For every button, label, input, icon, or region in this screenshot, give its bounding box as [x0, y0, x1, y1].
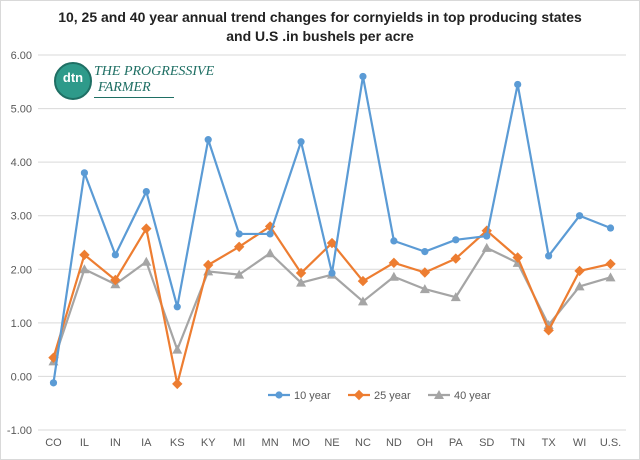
x-tick-label: MO	[292, 437, 310, 449]
data-point-10-year	[80, 169, 89, 177]
data-point-40-year	[357, 296, 368, 306]
y-tick-label: 4.00	[11, 157, 32, 169]
legend-label-25-year: 25 year	[374, 390, 411, 402]
x-tick-label: TX	[542, 437, 557, 449]
series-line-25-year	[52, 225, 611, 386]
data-point-25-year	[512, 252, 523, 263]
data-point-40-year	[234, 269, 245, 279]
x-tick-label: IL	[80, 437, 89, 449]
data-point-10-year	[483, 232, 491, 240]
data-point-10-year	[142, 188, 150, 196]
x-tick-label: IN	[110, 437, 121, 449]
x-tick-label: CO	[45, 437, 62, 449]
data-point-40-year	[79, 264, 90, 274]
data-point-40-year	[574, 281, 585, 291]
y-tick-label: 1.00	[11, 318, 32, 330]
data-point-25-year	[543, 325, 554, 336]
y-tick-label: 2.00	[11, 264, 32, 276]
dtn-progressive-farmer-logo: dtn THE PROGRESSIVE FARMER	[48, 58, 214, 102]
data-point-10-year	[514, 80, 522, 89]
data-point-25-year	[172, 378, 183, 390]
x-tick-label: KY	[201, 437, 216, 449]
data-point-40-year	[450, 292, 461, 302]
data-point-10-year	[297, 138, 305, 146]
data-point-25-year	[110, 274, 121, 286]
logo-line-2: FARMER	[98, 80, 151, 95]
series-line-10-year	[52, 75, 611, 384]
data-point-10-year	[235, 230, 243, 238]
legend-marker-10-year	[275, 391, 283, 399]
data-point-25-year	[326, 237, 338, 249]
y-tick-label: 6.00	[11, 50, 32, 62]
data-point-25-year	[574, 265, 585, 277]
data-point-40-year	[419, 284, 430, 294]
data-point-10-year	[421, 248, 429, 256]
data-point-40-year	[172, 344, 183, 354]
data-point-25-year	[388, 257, 400, 269]
x-tick-label: NC	[355, 437, 371, 449]
data-point-10-year	[575, 212, 584, 220]
chart-title-line-1: 10, 25 and 40 year annual trend changes …	[58, 9, 582, 25]
data-point-25-year	[233, 241, 245, 252]
legend-marker-40-year	[434, 390, 444, 399]
data-point-10-year	[49, 379, 58, 387]
legend-label-40-year: 40 year	[454, 390, 491, 402]
x-tick-label: IA	[141, 437, 152, 449]
data-point-10-year	[266, 230, 274, 238]
y-tick-label: 3.00	[11, 211, 32, 223]
chart-title-line-2: and U.S .in bushels per acre	[226, 28, 414, 44]
x-tick-label: NE	[324, 437, 339, 449]
x-tick-label: SD	[479, 437, 494, 449]
x-tick-label: ND	[386, 437, 402, 449]
x-tick-label: KS	[170, 437, 185, 449]
data-point-40-year	[296, 277, 307, 287]
data-point-25-year	[141, 223, 152, 234]
logo-rule	[94, 97, 174, 98]
data-point-25-year	[79, 249, 90, 261]
data-point-10-year	[111, 251, 119, 259]
logo-mark-text: dtn	[62, 70, 84, 85]
x-tick-label: TN	[510, 437, 525, 449]
data-point-10-year	[359, 72, 367, 81]
x-tick-label: MN	[262, 437, 279, 449]
data-point-10-year	[390, 237, 398, 245]
x-tick-label: MI	[233, 437, 245, 449]
data-point-25-year	[295, 267, 307, 279]
legend-label-10-year: 10 year	[294, 390, 331, 402]
data-point-25-year	[605, 258, 616, 270]
data-point-25-year	[450, 253, 461, 264]
data-point-40-year	[141, 256, 152, 266]
data-point-10-year	[452, 236, 460, 244]
data-point-40-year	[481, 242, 492, 252]
y-tick-label: -1.00	[7, 425, 32, 437]
data-point-25-year	[419, 267, 431, 278]
dtn-badge-icon	[54, 62, 92, 100]
data-point-10-year	[606, 224, 615, 232]
data-point-40-year	[605, 272, 616, 282]
data-point-25-year	[357, 275, 369, 287]
data-point-10-year	[545, 252, 553, 260]
data-point-40-year	[388, 271, 399, 281]
data-point-40-year	[265, 248, 276, 258]
series-line-40-year	[52, 246, 611, 362]
y-tick-label: 5.00	[11, 104, 32, 116]
data-point-10-year	[204, 136, 212, 144]
data-point-10-year	[328, 269, 336, 277]
chart-title: 10, 25 and 40 year annual trend changes …	[0, 8, 640, 46]
y-tick-label: 0.00	[11, 371, 32, 383]
logo-line-1: THE PROGRESSIVE	[94, 64, 215, 79]
x-tick-label: WI	[573, 437, 586, 449]
data-point-10-year	[173, 303, 181, 311]
x-tick-label: OH	[417, 437, 434, 449]
x-tick-label: U.S.	[600, 437, 621, 449]
x-tick-label: PA	[449, 437, 464, 449]
legend-marker-25-year	[353, 389, 365, 401]
data-point-25-year	[48, 352, 59, 363]
data-point-25-year	[203, 259, 214, 271]
